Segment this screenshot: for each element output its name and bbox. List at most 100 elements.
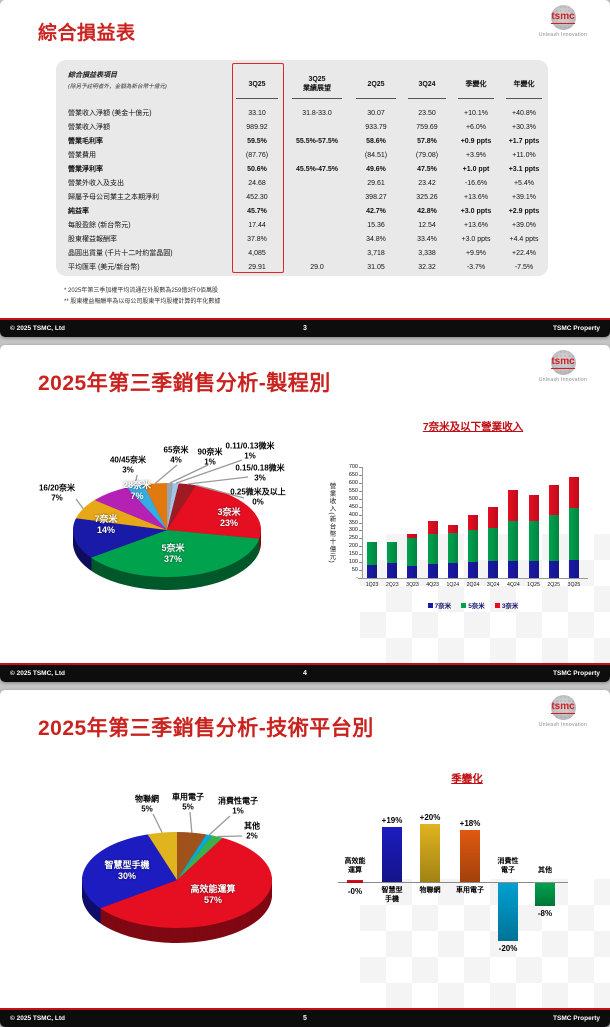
stacked-bar-segment — [407, 533, 418, 539]
pie-svg — [81, 811, 272, 943]
pie-slice — [100, 837, 272, 928]
table-row: 營業費用 (87.76) (84.51) (79.08) +3.9% +11.0% — [68, 148, 548, 162]
cell-value: +22.4% — [512, 249, 536, 257]
pie-callout-line — [189, 811, 193, 833]
cell-value: 55.5%-57.5% — [295, 137, 339, 145]
cell-value: 23.42 — [418, 179, 436, 187]
pie-slice — [82, 834, 177, 909]
y-tick-mark — [359, 522, 362, 524]
x-tick-label: 2Q23 — [385, 582, 399, 588]
column-header-text: 季變化 — [465, 80, 487, 88]
y-tick-label: 650 — [348, 471, 358, 478]
chart-legend: 7奈米 5奈米 3奈米 — [362, 600, 584, 610]
pie-slice — [75, 500, 167, 530]
pie-slice-label: 3奈米 23% — [217, 507, 241, 528]
y-tick-mark — [359, 546, 362, 548]
table-row: 平均匯率 (美元/新台幣) 29.91 29.0 31.05 32.32 -3.7% -7.… — [68, 260, 548, 274]
cell-value: -7.5% — [514, 263, 534, 271]
tsmc-wafer-icon: tsmc — [550, 5, 576, 30]
cell-value: 45.7% — [247, 207, 267, 215]
y-tick-mark — [359, 514, 362, 516]
table-row: 營業收入淨額 (美金十億元) 33.10 31.8-33.0 30.07 23.50 +1… — [68, 106, 548, 120]
y-tick-mark — [359, 467, 362, 468]
bar-category-label: 其他 — [538, 867, 552, 874]
cell-value: +40.8% — [512, 109, 536, 117]
pie-slice — [94, 487, 167, 530]
footnote-2: ** 股東權益報酬率為以母公司股東平均股權計算的年化數據 — [64, 298, 221, 305]
column-header: 季變化 — [452, 70, 500, 100]
pie-slice — [90, 530, 260, 577]
page-title: 2025年第三季銷售分析-製程別 — [38, 372, 331, 395]
cell-value: 50.6% — [247, 165, 267, 173]
stacked-bar-segment — [508, 561, 519, 578]
footer-property: TSMC Property — [553, 670, 600, 677]
stacked-bar-segment — [447, 562, 458, 578]
x-tick-label: 3Q23 — [406, 582, 419, 588]
cell-value: +5.4% — [513, 179, 535, 187]
row-label: 股東權益報酬率 — [68, 236, 117, 243]
pie-callout-line — [154, 464, 178, 484]
x-tick-label: 1Q24 — [446, 582, 460, 588]
cell-value: +10.1% — [464, 109, 488, 117]
cell-value: 31.05 — [367, 263, 385, 271]
pie-callout-line — [187, 476, 249, 485]
stacked-bar-segment — [528, 520, 539, 562]
cell-value: 42.8% — [417, 207, 437, 215]
column-header: 3Q25 — [230, 70, 284, 100]
pie-callout-line — [169, 464, 209, 484]
platform-pie-chart: 車用電子 5% 消費性電子 1% 其他 2% 高效能運算 57% 智慧型手機 30% 物聯… — [20, 790, 330, 965]
stacked-bar-segment — [447, 532, 458, 563]
bar-category-label: 高效能 運算 — [344, 858, 366, 874]
legend-swatch — [427, 602, 433, 608]
cell-value: +39.0% — [512, 221, 536, 229]
cell-value: 32.32 — [418, 263, 436, 271]
cell-value: 57.8% — [417, 137, 437, 145]
column-header-text: 3Q25 — [248, 80, 266, 88]
x-axis-line — [338, 882, 568, 883]
legend-label: 7奈米 — [434, 603, 452, 610]
stacked-bar-segment — [468, 529, 478, 563]
income-statement-table: 綜合損益表項目 (除另予註明者外，金額為新台幣十億元) 3Q25 3Q25 業績展… — [56, 60, 548, 276]
cell-value: 31.8-33.0 — [302, 109, 332, 117]
table-row: 營業淨利率 50.6% 45.5%-47.5% 49.6% 47.5% +1.0 ppt +… — [68, 162, 548, 176]
pie-slice-label: 0.25微米及以上 0% — [230, 487, 286, 506]
cell-value: 29.61 — [367, 179, 385, 187]
y-tick-mark — [359, 578, 362, 579]
stacked-bar-segment — [427, 520, 438, 534]
pie-slice — [167, 483, 179, 530]
y-tick-label: 50 — [351, 567, 358, 574]
n7-and-below-revenue-chart: 7奈米及以下營業收入 營業收入(新台幣十億元) 700 650 600 550 500 4… — [318, 413, 603, 678]
y-tick-label: 100 — [348, 559, 358, 566]
x-tick-label: 3Q24 — [486, 582, 500, 588]
table-row: 股東權益報酬率 37.8% 34.8% 33.4% +3.0 ppts +4.4 ppts — [68, 232, 548, 246]
pie-slice-label: 7奈米 14% — [94, 514, 118, 535]
bar-category-label: 智慧型 手機 — [381, 887, 403, 903]
pie-slice — [143, 483, 167, 530]
slide-sales-by-platform: 2025年第三季銷售分析-技術平台別 tsmc Unleash Innovati… — [0, 690, 610, 1027]
table-row: 營業外收入及支出 24.68 29.61 23.42 -16.6% +5.4% — [68, 176, 548, 190]
x-tick-label: 4Q23 — [426, 582, 439, 588]
cell-value: 452.30 — [246, 193, 268, 201]
row-label: 每股盈餘 (新台幣元) — [68, 222, 131, 229]
cell-value: +13.6% — [464, 221, 488, 229]
pie-svg — [73, 459, 261, 590]
cell-value: 933.79 — [365, 123, 387, 131]
cell-value: (79.08) — [415, 151, 439, 159]
cell-value: 37.8% — [247, 235, 267, 243]
pie-slice — [167, 483, 173, 530]
cell-value: 47.5% — [417, 165, 437, 173]
bar-category-label: 物聯網 — [419, 887, 441, 894]
bar-category-label: 消費性 電子 — [497, 858, 519, 874]
cell-value: +4.4 ppts — [509, 235, 539, 243]
table-row: 每股盈餘 (新台幣元) 17.44 15.36 12.54 +13.6% +39.0% — [68, 218, 548, 232]
cell-value: 17.44 — [248, 221, 266, 229]
row-label: 純益率 — [68, 208, 89, 215]
tsmc-wordmark: tsmc — [551, 10, 575, 24]
cell-value: -3.7% — [466, 263, 486, 271]
y-tick-mark — [359, 562, 362, 564]
stacked-bar-segment — [367, 564, 378, 578]
bar-value-label: -20% — [498, 944, 518, 953]
qoq-bar — [498, 883, 518, 941]
row-label: 平均匯率 (美元/新台幣) — [68, 264, 140, 271]
pie-callout-line — [75, 498, 84, 510]
